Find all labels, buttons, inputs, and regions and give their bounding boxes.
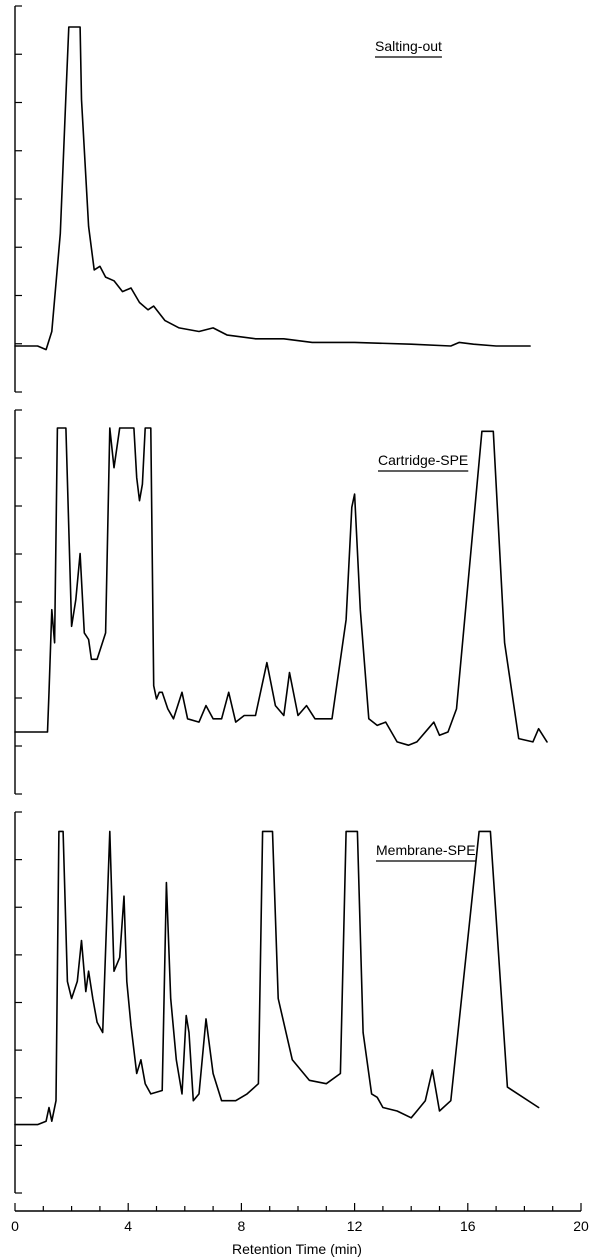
chromatogram-trace <box>14 427 548 747</box>
x-axis-label: Retention Time (min) <box>232 1241 362 1257</box>
panel-title-membrane-spe: Membrane-SPE <box>376 842 476 858</box>
x-tick-label: 12 <box>347 1218 363 1234</box>
x-tick-label: 16 <box>460 1218 476 1234</box>
x-tick-label: 0 <box>11 1218 19 1234</box>
x-tick-label: 4 <box>124 1218 132 1234</box>
panel-title-cartridge-spe: Cartridge-SPE <box>378 452 468 468</box>
panel-title-salting-out: Salting-out <box>375 38 442 54</box>
chromatogram-trace <box>14 830 540 1126</box>
x-tick-label: 20 <box>573 1218 589 1234</box>
x-tick-label: 8 <box>238 1218 246 1234</box>
panel-membrane-spe: Membrane-SPE <box>14 811 540 1194</box>
panel-salting-out: Salting-out <box>14 5 531 393</box>
x-axis: 0 4 8 12 16 20 <box>11 1203 589 1234</box>
chromatogram-trace <box>14 26 531 351</box>
panel-cartridge-spe: Cartridge-SPE <box>14 409 548 795</box>
